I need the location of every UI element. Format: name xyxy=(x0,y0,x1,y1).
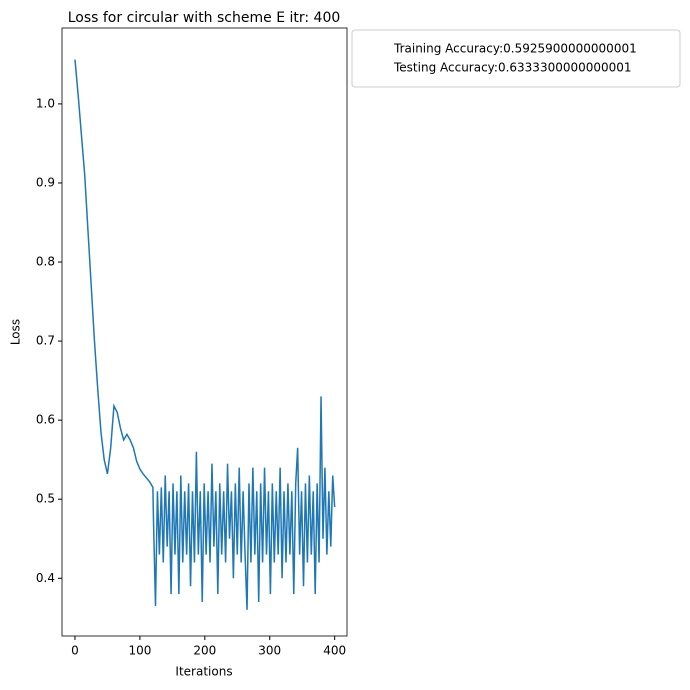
legend-entry: Testing Accuracy:0.6333300000000001 xyxy=(393,61,632,75)
y-tick-label: 0.7 xyxy=(36,334,55,348)
y-axis-label: Loss xyxy=(9,319,23,345)
x-tick-label: 100 xyxy=(128,644,151,658)
chart-title: Loss for circular with scheme E itr: 400 xyxy=(68,10,341,26)
loss-line xyxy=(74,59,336,610)
y-tick-label: 0.4 xyxy=(36,571,55,585)
x-tick-label: 200 xyxy=(193,644,216,658)
x-tick-label: 0 xyxy=(71,644,79,658)
y-tick-label: 0.5 xyxy=(36,492,55,506)
x-tick-label: 400 xyxy=(323,644,346,658)
legend-box xyxy=(351,29,681,88)
x-tick-label: 300 xyxy=(258,644,281,658)
y-tick-label: 0.6 xyxy=(36,413,55,427)
x-axis-label: Iterations xyxy=(175,665,232,679)
y-tick-label: 1.0 xyxy=(36,96,55,110)
y-tick-label: 0.9 xyxy=(36,175,55,189)
legend-entry: Training Accuracy:0.5925900000000001 xyxy=(393,42,637,56)
y-tick-label: 0.8 xyxy=(36,255,55,269)
